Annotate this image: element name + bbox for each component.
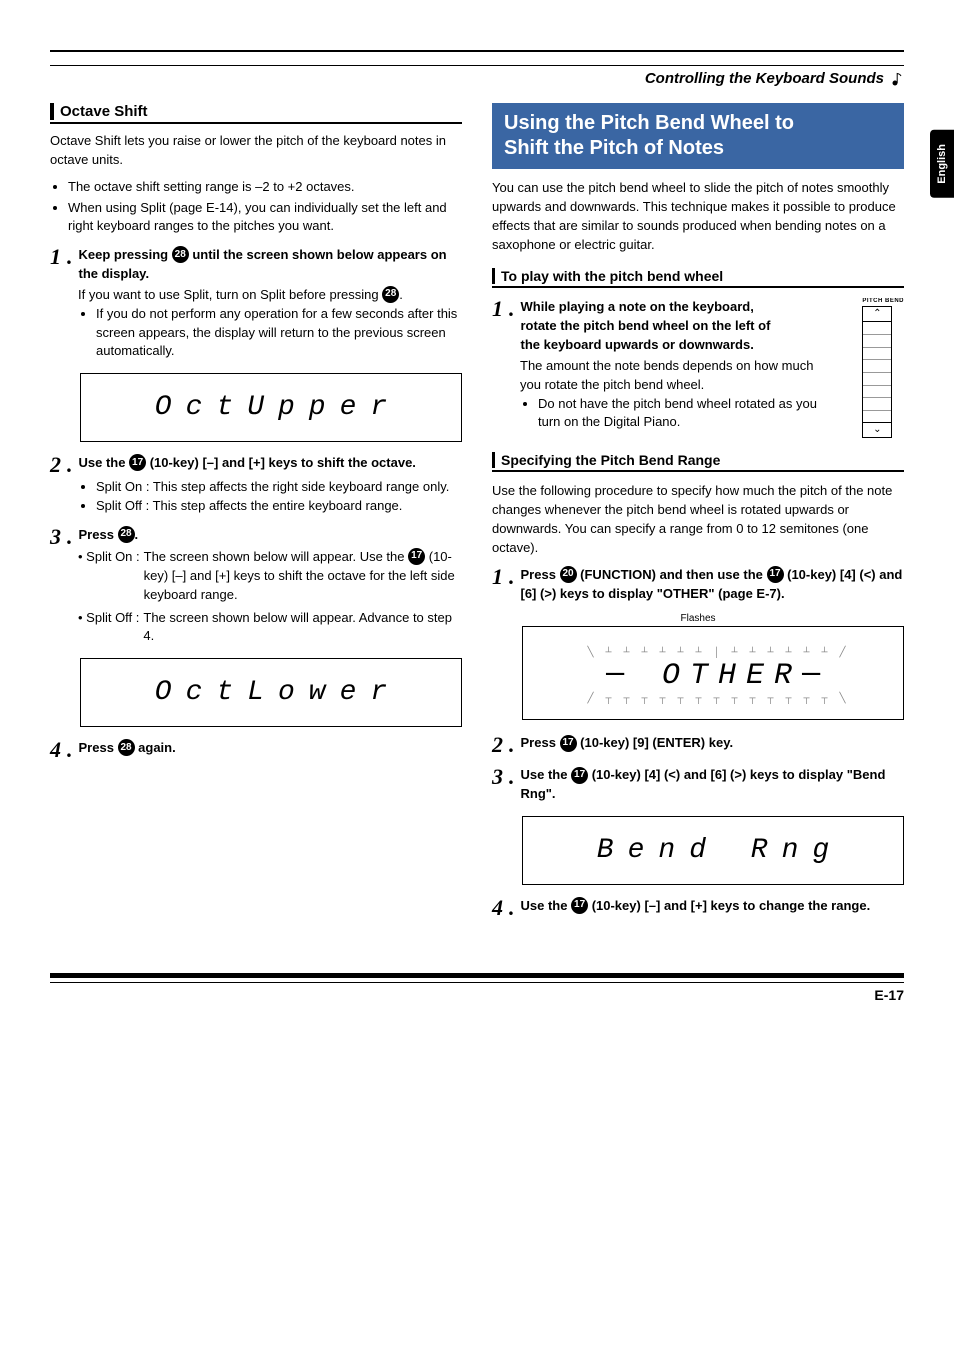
lcd-other: ╲ ┴ ┴ ┴ ┴ ┴ ┴ │ ┴ ┴ ┴ ┴ ┴ ┴ ╱ ─ OTHER─ ╱… <box>522 626 904 720</box>
octave-intro: Octave Shift lets you raise or lower the… <box>50 132 462 170</box>
list-item: Split Off : This step affects the entire… <box>96 497 462 516</box>
list-item: If you do not perform any operation for … <box>96 305 462 362</box>
lcd-bend-rng: Bend Rng <box>522 816 904 885</box>
language-tab: English <box>930 130 954 198</box>
range-step-3: 3 . Use the 17 (10-key) [4] (<) and [6] … <box>492 766 904 804</box>
list-item: The octave shift setting range is –2 to … <box>68 178 462 197</box>
list-item: Do not have the pitch bend wheel rotated… <box>538 395 820 433</box>
pitch-step-1: PITCH BEND ⌃ ⌄ 1 . While playing a note … <box>492 298 904 438</box>
step-3: 3 . Press 28. • Split On : The screen sh… <box>50 526 462 646</box>
button-ref-icon: 28 <box>118 739 135 756</box>
step-1: 1 . Keep pressing 28 until the screen sh… <box>50 246 462 361</box>
step-4: 4 . Press 28 again. <box>50 739 462 761</box>
manual-page: Controlling the Keyboard Sounds English … <box>0 0 954 1023</box>
button-ref-icon: 17 <box>560 735 577 752</box>
button-ref-icon: 20 <box>560 566 577 583</box>
lcd-octupper: OctUpper <box>80 373 462 442</box>
octave-shift-heading: Octave Shift <box>50 103 462 124</box>
left-column: Octave Shift Octave Shift lets you raise… <box>50 103 462 929</box>
pitch-wheel-figure: PITCH BEND ⌃ ⌄ <box>862 298 904 438</box>
range-intro: Use the following procedure to specify h… <box>492 482 904 557</box>
button-ref-icon: 17 <box>571 767 588 784</box>
right-column: Using the Pitch Bend Wheel to Shift the … <box>492 103 904 929</box>
list-item: When using Split (page E-14), you can in… <box>68 199 462 237</box>
list-item: Split On : This step affects the right s… <box>96 478 462 497</box>
button-ref-icon: 28 <box>382 286 399 303</box>
note-icon <box>890 72 904 86</box>
range-step-4: 4 . Use the 17 (10-key) [–] and [+] keys… <box>492 897 904 919</box>
content-columns: Octave Shift Octave Shift lets you raise… <box>50 103 904 929</box>
lcd-octlower: OctLower <box>80 658 462 727</box>
octave-notes: The octave shift setting range is –2 to … <box>68 178 462 237</box>
range-step-1: 1 . Press 20 (FUNCTION) and then use the… <box>492 566 904 604</box>
page-number: E-17 <box>50 987 904 1003</box>
page-footer: E-17 <box>50 973 904 1003</box>
play-pitch-heading: To play with the pitch bend wheel <box>492 268 904 288</box>
button-ref-icon: 28 <box>118 526 135 543</box>
flashes-label: Flashes <box>492 613 904 624</box>
header-bar: Controlling the Keyboard Sounds <box>50 70 904 87</box>
button-ref-icon: 28 <box>172 246 189 263</box>
button-ref-icon: 17 <box>129 454 146 471</box>
range-heading: Specifying the Pitch Bend Range <box>492 452 904 472</box>
pitch-bend-intro: You can use the pitch bend wheel to slid… <box>492 179 904 254</box>
button-ref-icon: 17 <box>408 548 425 565</box>
button-ref-icon: 17 <box>767 566 784 583</box>
step-2: 2 . Use the 17 (10-key) [–] and [+] keys… <box>50 454 462 516</box>
button-ref-icon: 17 <box>571 897 588 914</box>
pitch-wheel-icon: ⌃ ⌄ <box>862 306 892 438</box>
pitch-bend-heading: Using the Pitch Bend Wheel to Shift the … <box>492 103 904 169</box>
range-step-2: 2 . Press 17 (10-key) [9] (ENTER) key. <box>492 734 904 756</box>
header-rules <box>50 50 904 66</box>
header-section-title: Controlling the Keyboard Sounds <box>645 70 884 87</box>
